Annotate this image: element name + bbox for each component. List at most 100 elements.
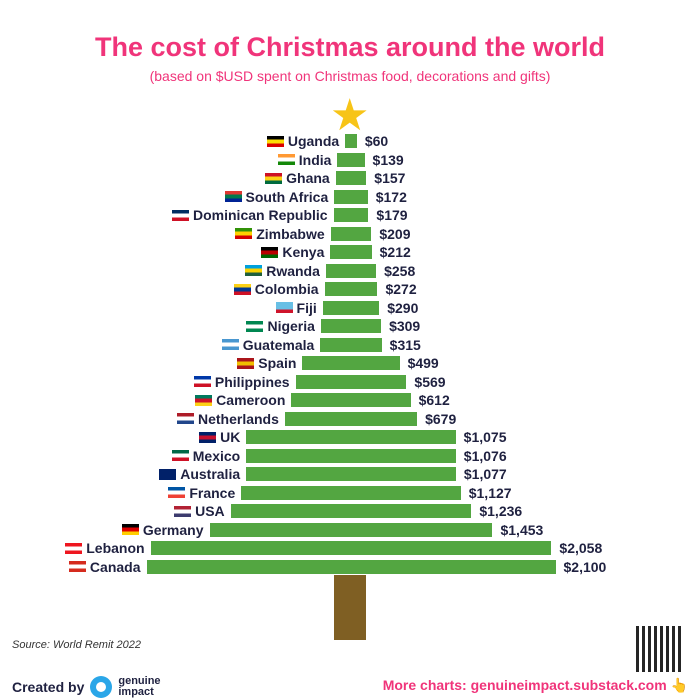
category-label: France bbox=[168, 484, 235, 502]
category-label: Fiji bbox=[275, 299, 317, 317]
value-label: $139 bbox=[372, 151, 404, 168]
bar-row: Spain $499 bbox=[0, 354, 700, 372]
bar-row: UK $1,075 bbox=[0, 428, 700, 446]
bar bbox=[291, 393, 411, 407]
flag-icon bbox=[277, 154, 295, 165]
bar-row: France $1,127 bbox=[0, 484, 700, 502]
value-label: $1,453 bbox=[500, 521, 544, 538]
category-name: Rwanda bbox=[266, 262, 320, 279]
value-label: $2,058 bbox=[559, 540, 603, 556]
category-name: France bbox=[189, 484, 236, 501]
category-label: Guatemala bbox=[221, 336, 315, 354]
bar bbox=[246, 467, 456, 481]
category-label: Kenya bbox=[261, 243, 324, 261]
bar-row: Nigeria $309 bbox=[0, 317, 700, 335]
flag-icon bbox=[245, 265, 263, 276]
flag-icon bbox=[176, 413, 194, 424]
bar bbox=[246, 448, 456, 463]
bar-row: Rwanda $258 bbox=[0, 262, 700, 280]
value-label: $1,075 bbox=[463, 429, 507, 445]
bar bbox=[345, 134, 357, 148]
bar-row: Guatemala $315 bbox=[0, 336, 700, 354]
bar-row: Cameroon $612 bbox=[0, 391, 700, 409]
category-label: Rwanda bbox=[245, 262, 320, 280]
category-name: USA bbox=[195, 503, 225, 519]
value-label: $258 bbox=[384, 262, 416, 279]
flag-icon bbox=[261, 246, 279, 258]
bar bbox=[330, 245, 372, 259]
bar bbox=[209, 522, 493, 537]
bar bbox=[322, 300, 380, 315]
category-name: South Africa bbox=[245, 188, 329, 205]
tree-trunk bbox=[334, 575, 366, 640]
bar bbox=[302, 356, 400, 370]
flag-icon bbox=[199, 431, 217, 443]
category-name: Kenya bbox=[282, 244, 325, 260]
value-label: $612 bbox=[418, 392, 450, 408]
bar bbox=[325, 263, 377, 278]
category-label: Cameroon bbox=[195, 391, 285, 409]
flag-icon bbox=[195, 394, 213, 406]
chart-subtitle: (based on $USD spent on Christmas food, … bbox=[149, 68, 551, 84]
category-name: Germany bbox=[142, 521, 204, 538]
value-label: $212 bbox=[379, 244, 411, 260]
bar bbox=[284, 411, 418, 426]
category-label: UK bbox=[199, 428, 240, 446]
bar-row: Canada $2,100 bbox=[0, 558, 700, 576]
bar bbox=[146, 559, 556, 574]
category-label: Germany bbox=[121, 521, 204, 539]
value-label: $679 bbox=[425, 410, 457, 427]
flag-icon bbox=[171, 450, 189, 461]
value-label: $1,076 bbox=[463, 447, 507, 464]
category-name: Uganda bbox=[287, 133, 340, 149]
category-name: Ghana bbox=[286, 170, 330, 186]
flag-icon bbox=[237, 357, 255, 369]
flag-icon bbox=[168, 487, 186, 498]
bar bbox=[246, 430, 456, 444]
bar bbox=[337, 152, 365, 167]
category-label: USA bbox=[174, 502, 225, 520]
value-label: $1,077 bbox=[463, 466, 507, 482]
bar-row: Kenya $212 bbox=[0, 243, 700, 261]
value-label: $309 bbox=[389, 318, 421, 334]
bar-row: Australia $1,077 bbox=[0, 465, 700, 483]
category-name: Canada bbox=[89, 558, 141, 575]
bar-row: Mexico $1,076 bbox=[0, 447, 700, 465]
bar bbox=[333, 208, 369, 222]
created-by: Created by genuine impact bbox=[12, 676, 161, 698]
category-name: Netherlands bbox=[197, 410, 279, 427]
category-label: Spain bbox=[237, 354, 296, 372]
category-label: India bbox=[277, 151, 331, 169]
category-label: Zimbabwe bbox=[235, 225, 325, 243]
bar bbox=[334, 189, 368, 204]
category-label: Colombia bbox=[233, 280, 319, 298]
value-label: $1,236 bbox=[479, 503, 523, 519]
category-label: South Africa bbox=[224, 188, 329, 206]
more-charts-link[interactable]: More charts: genuineimpact.substack.com … bbox=[382, 677, 688, 693]
flag-icon bbox=[159, 468, 177, 480]
value-label: $179 bbox=[376, 207, 408, 223]
flag-icon bbox=[224, 191, 242, 202]
bar bbox=[230, 504, 472, 518]
flag-icon bbox=[68, 561, 86, 572]
category-name: Guatemala bbox=[242, 336, 315, 353]
qr-code-icon[interactable] bbox=[636, 626, 682, 672]
bar bbox=[320, 319, 382, 333]
flag-icon bbox=[233, 283, 251, 295]
flag-icon bbox=[246, 320, 264, 332]
category-label: Mexico bbox=[171, 447, 240, 465]
category-name: Australia bbox=[180, 466, 241, 482]
flag-icon bbox=[172, 209, 189, 221]
flag-icon bbox=[65, 542, 83, 554]
category-name: Nigeria bbox=[267, 318, 315, 334]
value-label: $290 bbox=[387, 299, 419, 316]
category-label: Australia bbox=[159, 465, 240, 483]
category-name: Cameroon bbox=[216, 392, 286, 408]
flag-icon bbox=[275, 302, 293, 313]
chart-title: The cost of Christmas around the world bbox=[94, 32, 606, 62]
category-label: Lebanon bbox=[65, 539, 145, 557]
category-name: Colombia bbox=[254, 281, 319, 297]
category-label: Uganda bbox=[266, 132, 340, 150]
category-name: Dominican Republic bbox=[193, 207, 328, 223]
bar bbox=[324, 282, 378, 296]
